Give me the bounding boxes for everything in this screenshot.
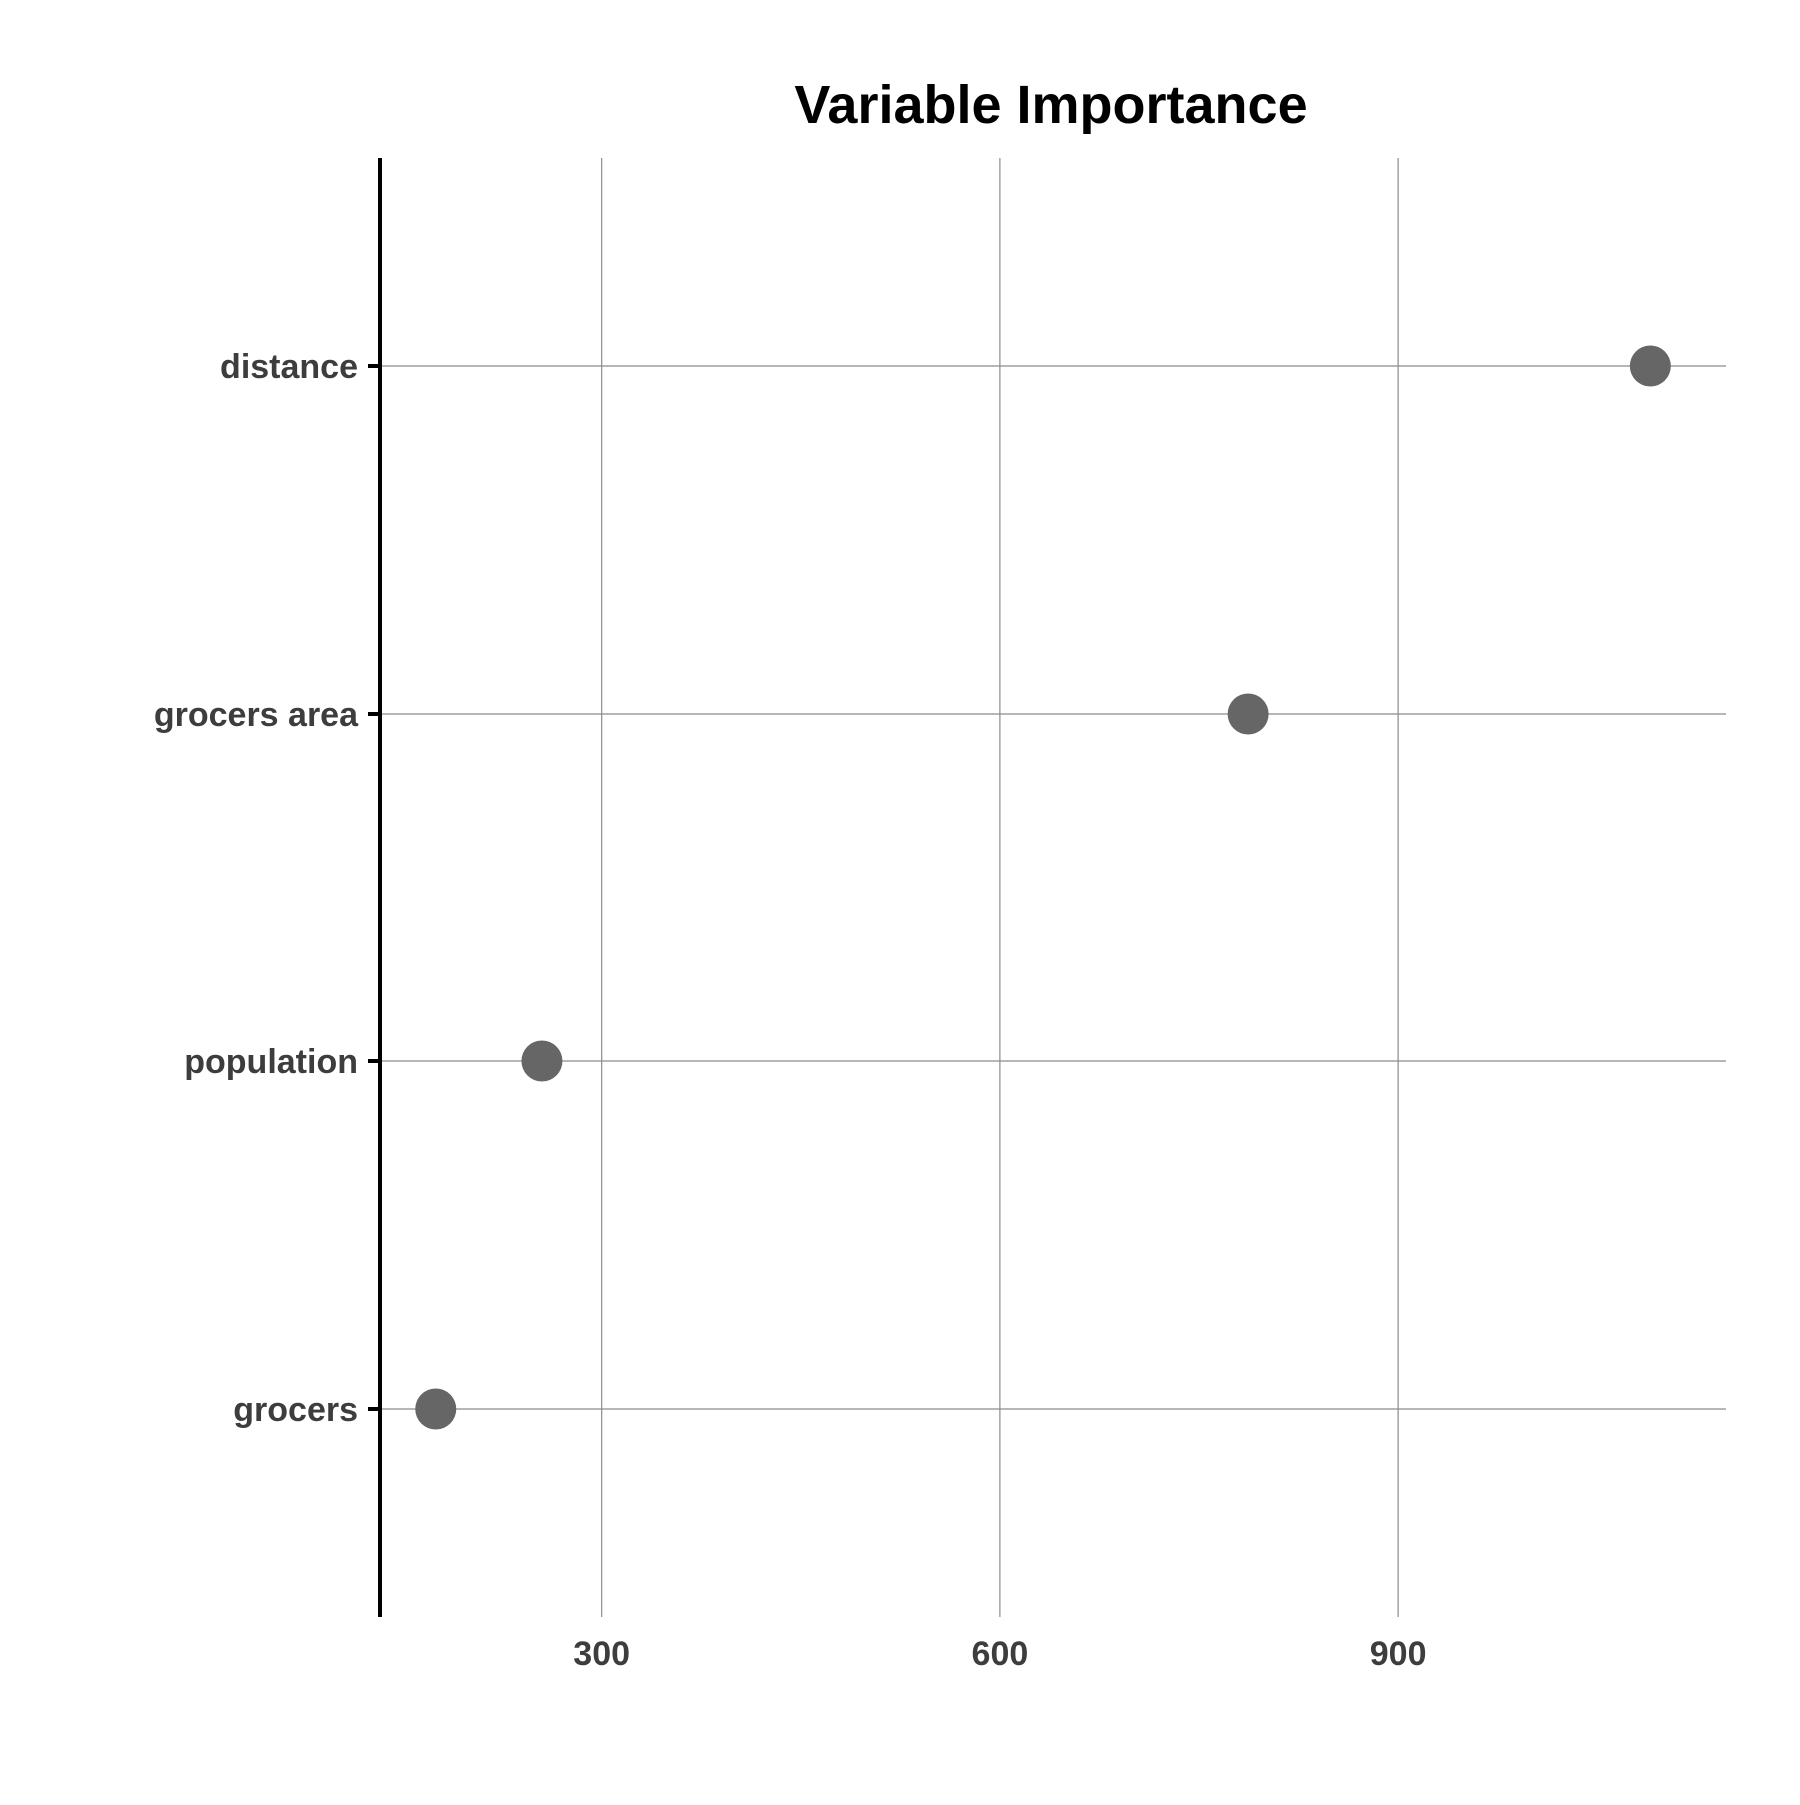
y-tick-label-grocers-area: grocers area <box>154 696 359 734</box>
grid-layer <box>380 158 1726 1617</box>
axis-layer <box>368 158 382 1617</box>
point-layer <box>415 345 1671 1430</box>
point-grocers-area <box>1227 693 1269 735</box>
label-layer: distance grocers area population grocers 300… <box>154 348 1427 1673</box>
point-population <box>521 1040 563 1082</box>
x-tick-label-900: 900 <box>1370 1635 1427 1673</box>
x-tick-label-600: 600 <box>972 1635 1029 1673</box>
y-tick-label-distance: distance <box>220 348 358 386</box>
x-tick-label-300: 300 <box>573 1635 630 1673</box>
chart-title: Variable Importance <box>794 75 1307 135</box>
point-grocers <box>415 1388 457 1430</box>
y-tick-label-population: population <box>184 1043 358 1081</box>
point-distance <box>1629 345 1671 387</box>
y-tick-label-grocers: grocers <box>233 1391 358 1429</box>
